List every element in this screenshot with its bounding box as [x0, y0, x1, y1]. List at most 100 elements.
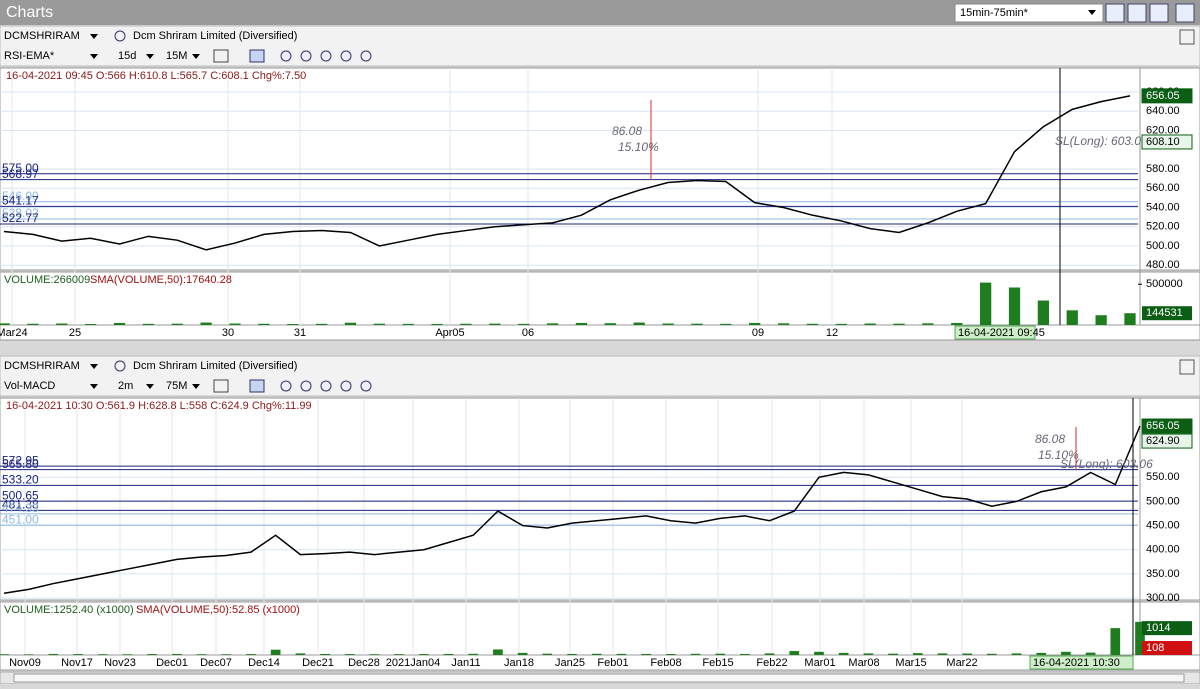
- zoom-icon[interactable]: [340, 380, 352, 392]
- volume-pane: [0, 601, 1200, 656]
- zoom-icon[interactable]: [360, 380, 372, 392]
- resize-icon[interactable]: [1179, 29, 1195, 45]
- layout-select[interactable]: [954, 3, 1104, 23]
- volume-bar: [147, 654, 158, 655]
- date-label: Feb22: [756, 657, 787, 669]
- price-line: [3, 425, 1141, 594]
- date-label: Feb01: [597, 657, 628, 669]
- volume-bar: [122, 654, 133, 655]
- volume-bar: [443, 653, 454, 655]
- volume-bar: [344, 654, 355, 655]
- link-icon[interactable]: [213, 49, 229, 63]
- level-label: 568.97: [2, 167, 39, 181]
- volume-bar: [142, 323, 154, 325]
- range: 2m: [118, 380, 133, 392]
- price-pane: [0, 397, 1200, 601]
- date-label: 31: [294, 327, 306, 339]
- zoom-icon[interactable]: [340, 50, 352, 62]
- volume-pane: [0, 271, 1200, 326]
- toolbar: [0, 355, 1200, 397]
- template: RSI-EMA*: [4, 50, 55, 62]
- dropdown-arrow: [192, 384, 200, 389]
- volume-bar: [575, 322, 588, 325]
- zoom-icon[interactable]: [300, 380, 312, 392]
- volume-bar: [258, 323, 270, 325]
- date-label: 30: [222, 327, 234, 339]
- cursor-date-badge: [954, 325, 1036, 340]
- dropdown-arrow: [90, 54, 98, 59]
- price-badge-label: 624.90: [1146, 435, 1180, 447]
- zoom-icon[interactable]: [320, 50, 332, 62]
- volume-title: VOLUME:1252.40 (x1000): [4, 604, 134, 616]
- date-label: 2021Jan04: [386, 657, 440, 669]
- y-tick-label: 350.00: [1146, 568, 1180, 580]
- tile-button[interactable]: [1105, 3, 1125, 23]
- y-tick-label: 500000: [1146, 278, 1183, 290]
- date-label: Dec07: [200, 657, 232, 669]
- split-button[interactable]: [1127, 3, 1147, 23]
- volume-bar: [864, 323, 876, 325]
- chart-type-icon[interactable]: [249, 49, 265, 63]
- template: Vol-MACD: [4, 380, 55, 392]
- volume-bar: [720, 323, 732, 325]
- resize-icon[interactable]: [1179, 359, 1195, 375]
- dropdown-arrow: [90, 384, 98, 389]
- zoom-icon[interactable]: [360, 50, 372, 62]
- volume-bar: [715, 653, 726, 655]
- y-tick-label: 300.00: [1146, 592, 1180, 604]
- volume-bar: [986, 653, 997, 655]
- zoom-icon[interactable]: [280, 50, 292, 62]
- volume-bar: [56, 323, 68, 325]
- volume-bar: [172, 653, 182, 655]
- volume-bar: [1110, 628, 1121, 655]
- zoom-icon[interactable]: [280, 380, 292, 392]
- volume-bar: [893, 323, 905, 325]
- level-label: 546.00: [2, 189, 39, 203]
- date-label: Nov09: [9, 657, 41, 669]
- volume-bar: [344, 322, 357, 325]
- volume-bar: [691, 323, 703, 325]
- volume-bar: [489, 323, 501, 325]
- volume-bar: [641, 653, 651, 655]
- dropdown-arrow: [146, 384, 154, 389]
- zoom-icon[interactable]: [320, 380, 332, 392]
- volume-bar: [295, 653, 306, 655]
- cursor-date: 16-04-2021 09:45: [958, 327, 1045, 339]
- chart-type-icon[interactable]: [249, 379, 265, 393]
- price-badge: [1141, 418, 1193, 434]
- price-badge: [1141, 88, 1193, 104]
- volume-bar: [690, 653, 701, 655]
- volume-bar: [1037, 300, 1050, 325]
- volume-badge: [1142, 641, 1192, 655]
- volume-bar: [221, 654, 232, 655]
- dropdown-arrow: [146, 54, 154, 59]
- date-label: Mar01: [804, 657, 835, 669]
- price-badge-label: 608.10: [1146, 136, 1180, 148]
- level-label: 522.77: [2, 211, 39, 225]
- maximize-button[interactable]: [1149, 3, 1169, 23]
- level-label: 533.20: [2, 473, 39, 487]
- volume-bar: [912, 653, 923, 655]
- search-icon: [114, 360, 126, 372]
- y-tick-label: 540.00: [1146, 201, 1180, 213]
- exit-button[interactable]: [1175, 3, 1195, 23]
- volume-bar: [604, 323, 616, 325]
- date-label: 12: [826, 327, 838, 339]
- scroll-thumb[interactable]: [13, 673, 1185, 683]
- volume-bar: [97, 654, 108, 655]
- price-badge-label: 656.05: [1146, 90, 1180, 102]
- link-icon[interactable]: [213, 379, 229, 393]
- volume-bar: [468, 653, 479, 655]
- y-tick-label: 450.00: [1146, 519, 1180, 531]
- toolbar: [0, 25, 1200, 67]
- volume-bar: [84, 324, 97, 325]
- volume-bar: [863, 653, 874, 655]
- volume-bar: [23, 654, 34, 655]
- volume-bar: [814, 651, 824, 655]
- volume-bar: [373, 323, 385, 325]
- price-badge: [1141, 134, 1193, 150]
- volume-bar: [1011, 653, 1022, 655]
- interval: 15M: [166, 50, 187, 62]
- zoom-icon[interactable]: [300, 50, 312, 62]
